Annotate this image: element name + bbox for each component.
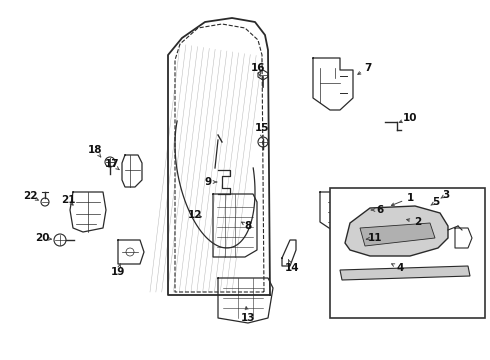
Text: 8: 8 bbox=[245, 221, 252, 231]
Polygon shape bbox=[340, 266, 470, 280]
Text: 4: 4 bbox=[396, 263, 404, 273]
Text: 3: 3 bbox=[442, 190, 450, 200]
Text: 9: 9 bbox=[204, 177, 212, 187]
Text: 12: 12 bbox=[188, 210, 202, 220]
Text: 18: 18 bbox=[88, 145, 102, 155]
Text: 21: 21 bbox=[61, 195, 75, 205]
Text: 7: 7 bbox=[364, 63, 372, 73]
Text: 6: 6 bbox=[376, 205, 384, 215]
Text: 22: 22 bbox=[23, 191, 37, 201]
Text: 16: 16 bbox=[251, 63, 265, 73]
Text: 15: 15 bbox=[255, 123, 269, 133]
Text: 10: 10 bbox=[403, 113, 417, 123]
Bar bbox=[330, 188, 485, 318]
Polygon shape bbox=[360, 223, 435, 246]
Polygon shape bbox=[345, 206, 448, 256]
Text: 14: 14 bbox=[285, 263, 299, 273]
Text: 11: 11 bbox=[368, 233, 382, 243]
Text: 13: 13 bbox=[241, 313, 255, 323]
Text: 1: 1 bbox=[406, 193, 414, 203]
Text: 20: 20 bbox=[35, 233, 49, 243]
Text: 5: 5 bbox=[432, 197, 440, 207]
Text: 17: 17 bbox=[105, 159, 119, 169]
Text: 19: 19 bbox=[111, 267, 125, 277]
Text: 2: 2 bbox=[415, 217, 421, 227]
